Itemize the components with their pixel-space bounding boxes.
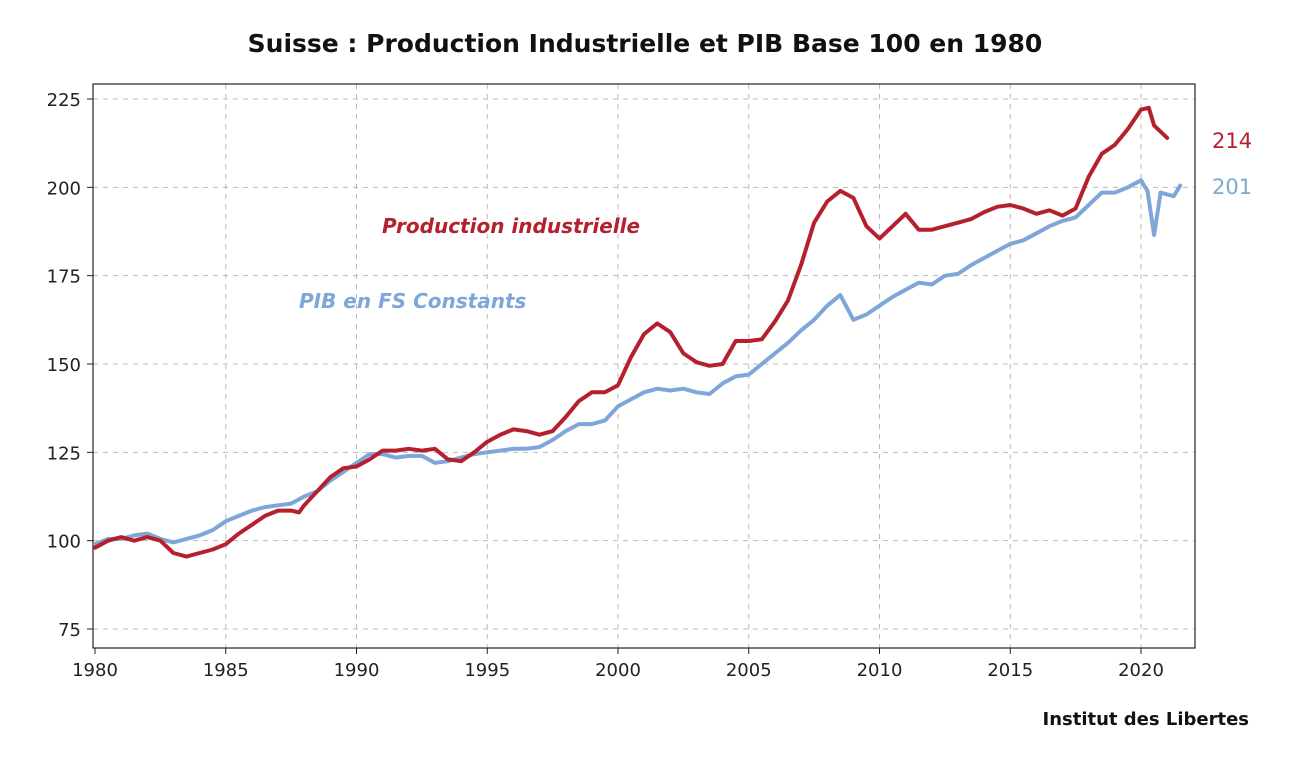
grid [93, 84, 1195, 648]
y-tick-label: 225 [47, 90, 81, 111]
series-label-pib: PIB en FS Constants [299, 289, 527, 313]
x-tick-label: 1995 [464, 660, 510, 681]
y-tick-label: 200 [47, 178, 81, 199]
y-tick-label: 175 [47, 267, 81, 288]
x-tick-label: 1980 [72, 660, 118, 681]
y-tick-label: 125 [47, 443, 81, 464]
series-line-pib-en-fs-constants [93, 178, 1183, 547]
x-tick-label: 2005 [726, 660, 772, 681]
source-label: Institut des Libertes [1043, 709, 1250, 730]
y-tick-label: 150 [47, 355, 81, 376]
x-tick-label: 2020 [1118, 660, 1164, 681]
x-tick-label: 2015 [987, 660, 1033, 681]
end-label-production: 214 [1212, 129, 1252, 153]
series-lines [93, 105, 1183, 559]
y-tick-label: 100 [47, 532, 81, 553]
axes: 1980 1985 1990 1995 2000 2005 2010 2015 2020 75 10… [47, 83, 1196, 681]
series-label-production: Production industrielle [382, 214, 640, 238]
y-tick-label: 75 [58, 620, 81, 641]
x-tick-label: 2010 [857, 660, 903, 681]
x-tick-label: 1985 [203, 660, 249, 681]
end-label-pib: 201 [1212, 175, 1252, 199]
series-line-production-industrielle [93, 105, 1170, 559]
chart-title: Suisse : Production Industrielle et PIB … [248, 29, 1043, 58]
x-tick-label: 1990 [334, 660, 380, 681]
plot-frame [92, 83, 1196, 649]
x-tick-label: 2000 [595, 660, 641, 681]
